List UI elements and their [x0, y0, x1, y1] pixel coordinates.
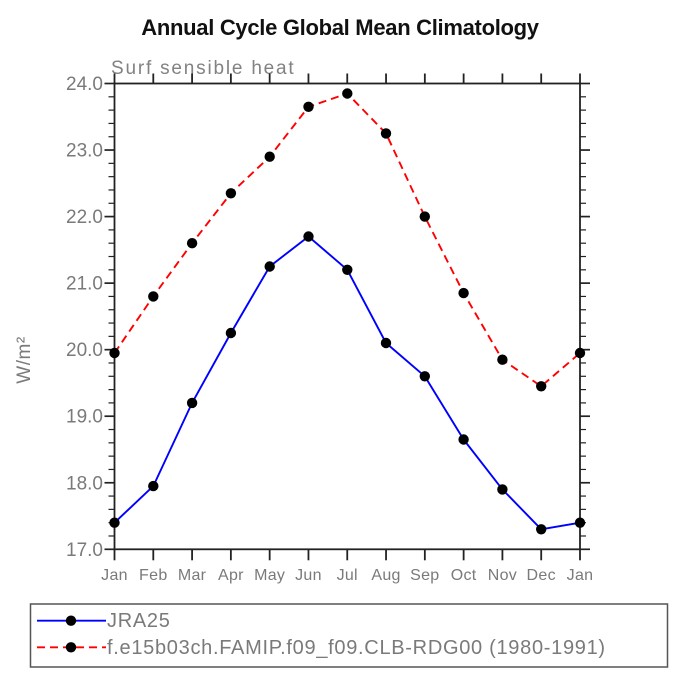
data-point-marker [148, 291, 159, 302]
y-tick-label: 19.0 [66, 407, 103, 428]
data-point-marker [536, 524, 547, 535]
x-tick-label: Jan [101, 567, 128, 584]
y-tick-label: 24.0 [66, 74, 103, 95]
legend-label: f.e15b03ch.FAMIP.f09_f09.CLB-RDG00 (1980… [107, 637, 606, 659]
data-point-marker [497, 484, 508, 495]
data-point-marker [303, 231, 314, 242]
x-tick-label: Mar [178, 567, 207, 584]
data-point-marker [109, 517, 120, 528]
legend-marker [65, 642, 77, 653]
data-point-marker [264, 261, 275, 272]
x-tick-label: Dec [527, 567, 556, 584]
data-point-marker [574, 517, 586, 528]
legend-box [29, 603, 669, 668]
chart-subtitle: Surf sensible heat [111, 58, 296, 79]
x-tick-label: Aug [371, 567, 400, 584]
axes: Jan Feb Mar Apr May Jun Jul Aug Sep Oct Nov Dec Jan 1… [66, 73, 594, 584]
x-tick-label: Jul [337, 567, 358, 584]
legend-marker [65, 615, 77, 626]
x-tick-label: Sep [410, 567, 439, 584]
data-point-marker [303, 101, 314, 113]
data-point-marker [225, 188, 237, 199]
y-tick-label: 21.0 [66, 274, 103, 295]
x-tick-label: May [254, 567, 285, 584]
data-point-marker [109, 347, 120, 359]
y-tick-label: 18.0 [66, 473, 103, 494]
data-point-marker [148, 480, 159, 492]
legend-item: JRA25 [37, 610, 171, 632]
y-tick-label: 22.0 [66, 207, 103, 228]
data-point-marker [458, 287, 469, 299]
data-point-marker [419, 371, 430, 382]
x-tick-label: Jun [295, 567, 322, 584]
series-model-line [113, 92, 581, 388]
data-point-marker [536, 381, 547, 392]
legend-label: JRA25 [107, 610, 171, 632]
plot-box [113, 82, 581, 551]
x-tick-label: Jan [567, 567, 594, 584]
legend-item: f.e15b03ch.FAMIP.f09_f09.CLB-RDG00 (1980… [37, 637, 606, 659]
series-jra25-line [113, 235, 581, 531]
data-point-marker [574, 347, 586, 359]
data-point-marker [186, 397, 198, 409]
y-axis-label: W/m² [14, 336, 35, 383]
data-point-marker [458, 434, 469, 445]
data-point-marker [342, 264, 353, 275]
data-point-marker [380, 128, 392, 139]
data-point-marker [225, 327, 237, 339]
x-tick-label: Oct [451, 567, 477, 584]
data-point-marker [264, 151, 275, 162]
y-tick-label: 20.0 [66, 340, 103, 361]
data-point-marker [419, 211, 430, 222]
chart-title: Annual Cycle Global Mean Climatology [141, 15, 540, 40]
x-tick-label: Apr [218, 567, 244, 584]
y-tick-label: 23.0 [66, 141, 103, 162]
data-point-marker [497, 354, 508, 365]
y-tick-label: 17.0 [66, 540, 103, 561]
data-point-marker [342, 88, 353, 99]
series-group [109, 88, 586, 535]
x-tick-label: Nov [488, 567, 517, 584]
data-point-marker [186, 238, 198, 249]
data-point-marker [380, 337, 392, 349]
x-tick-label: Feb [139, 567, 167, 584]
legend: JRA25 f.e15b03ch.FAMIP.f09_f09.CLB-RDG00 … [29, 603, 669, 668]
